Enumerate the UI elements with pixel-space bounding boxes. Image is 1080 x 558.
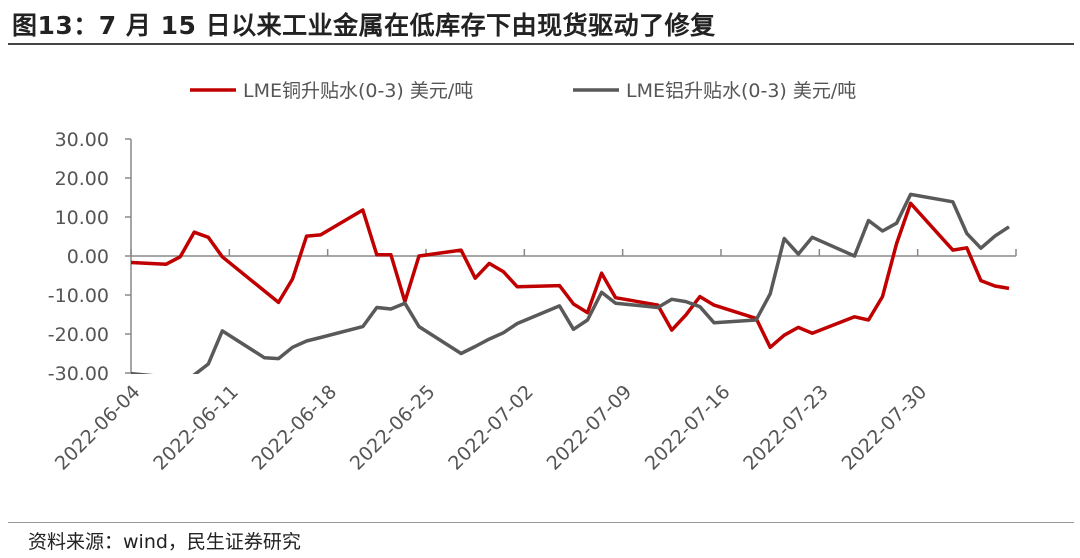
figure-title: 图13：7 月 15 日以来工业金属在低库存下由现货驱动了修复 [12, 11, 716, 40]
y-tick-label: -30.00 [48, 363, 109, 385]
x-tick-label: 2022-06-04 [51, 381, 145, 475]
legend-label-aluminum: LME铝升贴水(0-3) 美元/吨 [626, 80, 856, 102]
y-tick-label: -10.00 [48, 285, 109, 307]
x-tick-label: 2022-07-02 [444, 381, 538, 475]
y-axis: 30.00 20.00 10.00 0.00 -10.00 -20.00 -30.00 [48, 129, 132, 385]
x-axis: 2022-06-04 2022-06-11 2022-06-18 2022-06-25… [51, 249, 1017, 475]
y-tick-label: -20.00 [48, 324, 109, 346]
x-tick-label: 2022-07-09 [543, 381, 637, 475]
title-divider [8, 43, 1074, 45]
x-tick-label: 2022-06-18 [248, 381, 342, 475]
legend: LME铜升贴水(0-3) 美元/吨 LME铝升贴水(0-3) 美元/吨 [190, 80, 856, 102]
x-tick-label: 2022-07-16 [641, 381, 735, 475]
series-line-aluminum [131, 192, 1010, 374]
x-tick-label: 2022-07-30 [838, 381, 932, 475]
x-tick-label: 2022-06-25 [346, 381, 440, 475]
x-tick-label: 2022-07-23 [739, 381, 833, 475]
y-tick-label: 30.00 [55, 129, 109, 151]
y-tick-label: 0.00 [67, 246, 109, 268]
x-tick-label: 2022-06-11 [149, 381, 243, 475]
footer-divider [8, 522, 1074, 523]
legend-label-copper: LME铜升贴水(0-3) 美元/吨 [243, 80, 473, 102]
y-tick-label: 10.00 [55, 207, 109, 229]
plot-area [131, 192, 1010, 374]
y-tick-label: 20.00 [55, 168, 109, 190]
source-note: 资料来源：wind，民生证券研究 [28, 531, 301, 553]
